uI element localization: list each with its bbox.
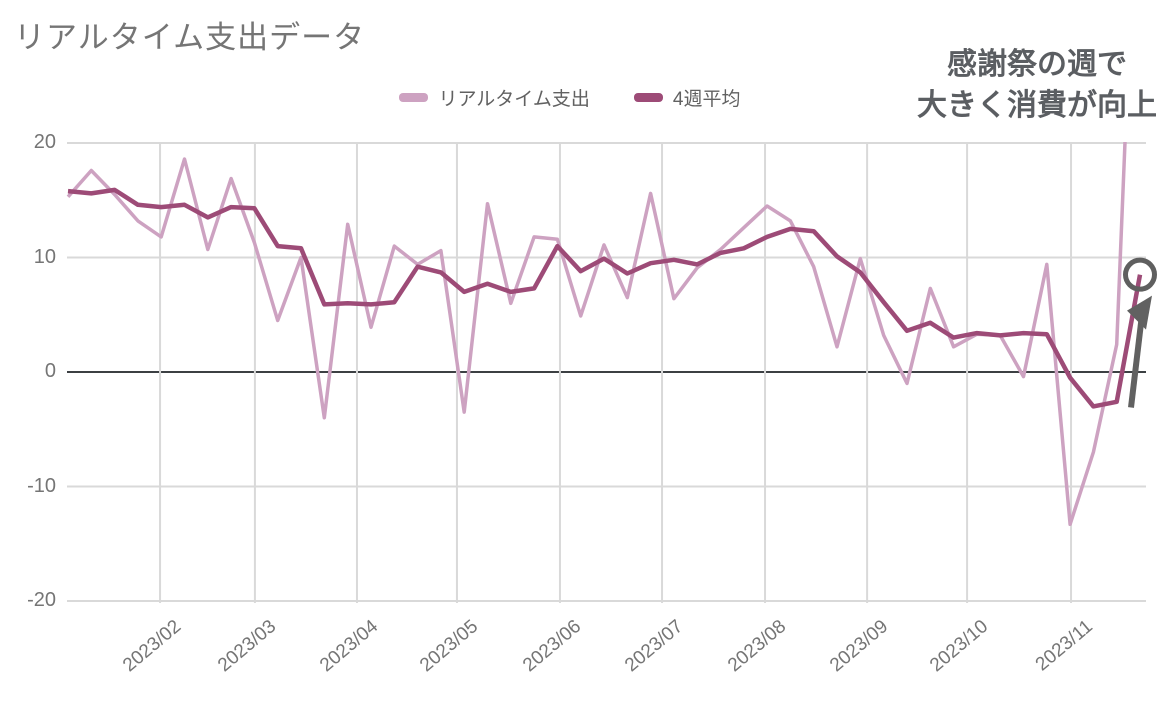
y-axis-tick-label: 20 bbox=[33, 131, 56, 153]
realtime-series-swatch bbox=[399, 93, 429, 102]
y-axis-tick-label: -20 bbox=[27, 589, 56, 611]
average-series-swatch bbox=[633, 93, 663, 102]
chart-title: リアルタイム支出データ bbox=[14, 20, 366, 55]
endpoint-circle-marker bbox=[1123, 257, 1157, 292]
four-week-average-line bbox=[67, 187, 1143, 409]
up-arrow-head bbox=[1127, 295, 1152, 330]
legend-label-average: 4週平均 bbox=[672, 89, 741, 110]
y-axis-tick-label: -10 bbox=[27, 474, 56, 497]
realtime-spending-line bbox=[66, 142, 1127, 527]
up-arrow-shaft bbox=[1128, 314, 1145, 408]
chart-legend: リアルタイム支出 4週平均 bbox=[0, 84, 1140, 111]
legend-label-realtime: リアルタイム支出 bbox=[438, 89, 590, 110]
thanksgiving-annotation: 感謝祭の週で 大きく消費が向上 bbox=[917, 44, 1157, 126]
annotation-line-1: 感謝祭の週で bbox=[947, 48, 1127, 81]
y-axis-tick-label: 0 bbox=[44, 360, 56, 382]
y-axis-tick-label: 10 bbox=[33, 245, 56, 268]
legend-item-average: 4週平均 bbox=[633, 84, 741, 111]
legend-item-realtime: リアルタイム支出 bbox=[399, 84, 590, 111]
annotation-line-2: 大きく消費が向上 bbox=[917, 89, 1157, 122]
